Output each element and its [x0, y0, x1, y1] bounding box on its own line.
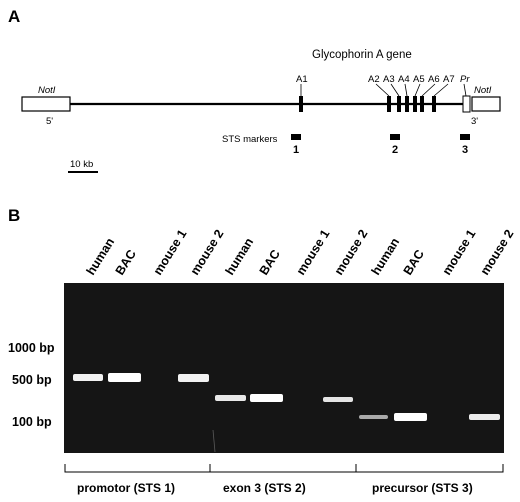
band-precursor-bac [394, 413, 427, 421]
lane-label-mouse1-2: mouse 1 [294, 227, 333, 277]
exon-a1 [299, 96, 303, 112]
group-label-promotor: promotor (STS 1) [77, 481, 175, 495]
right-vector-box [471, 96, 501, 112]
lane-label-human-3: human [369, 235, 403, 277]
left-vector-box [21, 96, 71, 112]
exon-a6-label: A6 [428, 74, 440, 85]
bracket-promotor [64, 464, 211, 473]
exon-a4-label: A4 [398, 74, 410, 85]
exon-a4 [405, 96, 409, 112]
sts-number-2: 2 [392, 144, 398, 156]
precursor-leader [463, 83, 467, 97]
band-promotor-human [73, 374, 103, 381]
three-prime-label: 3' [471, 116, 478, 127]
size-marker-1000bp: 1000 bp [8, 341, 55, 355]
lane-label-human-1: human [84, 235, 118, 277]
exon-a7 [432, 96, 436, 112]
lane-label-bac-2: BAC [257, 247, 283, 277]
band-exon3-bac [250, 394, 283, 402]
lane-label-mouse2-3: mouse 2 [478, 227, 517, 277]
five-prime-label: 5' [46, 116, 53, 127]
lane-label-human-2: human [223, 235, 257, 277]
lane-label-bac-3: BAC [401, 247, 427, 277]
exon-a6-leader [421, 83, 436, 97]
exon-a3-leader [390, 83, 400, 97]
sts-marker-2 [390, 134, 400, 140]
band-promotor-mouse2 [178, 374, 209, 382]
lane-label-bac-1: BAC [113, 247, 139, 277]
lane-label-mouse2-1: mouse 2 [188, 227, 227, 277]
bracket-precursor [355, 464, 504, 473]
group-label-precursor: precursor (STS 3) [372, 481, 473, 495]
exon-a3 [397, 96, 401, 112]
sts-marker-3 [460, 134, 470, 140]
band-exon3-human [215, 395, 246, 401]
sts-number-1: 1 [293, 144, 299, 156]
exon-a5 [413, 96, 417, 112]
scale-bar-label: 10 kb [70, 159, 93, 170]
bracket-exon3 [209, 464, 357, 473]
lane-label-mouse1-1: mouse 1 [151, 227, 190, 277]
group-label-exon3: exon 3 (STS 2) [223, 481, 306, 495]
exon-a1-label: A1 [296, 74, 308, 85]
gel-image [64, 283, 504, 453]
band-exon3-mouse2 [323, 397, 353, 402]
lane-label-mouse2-2: mouse 2 [332, 227, 371, 277]
band-promotor-bac [108, 373, 141, 382]
precursor-label: Pr [460, 74, 470, 85]
band-precursor-human [359, 415, 388, 419]
exon-a4-leader [404, 83, 408, 97]
exon-a5-label: A5 [413, 74, 425, 85]
exon-a2 [387, 96, 391, 112]
lane-label-mouse1-3: mouse 1 [440, 227, 479, 277]
exon-a6 [420, 96, 424, 112]
exon-a7-leader [433, 83, 449, 97]
sts-markers-label: STS markers [222, 134, 278, 145]
panel-b-letter: B [8, 206, 20, 225]
right-noti-label: NotI [474, 85, 492, 96]
exon-a2-label: A2 [368, 74, 380, 85]
sts-marker-1 [291, 134, 301, 140]
left-noti-label: NotI [38, 85, 56, 96]
exon-a2-leader [375, 83, 390, 97]
precursor-box [462, 95, 471, 113]
size-marker-500bp: 500 bp [12, 373, 52, 387]
gene-title: Glycophorin A gene [312, 49, 412, 61]
exon-a7-label: A7 [443, 74, 455, 85]
sts-number-3: 3 [462, 144, 468, 156]
band-precursor-mouse2 [469, 414, 500, 420]
exon-a3-label: A3 [383, 74, 395, 85]
gel-artifact [212, 429, 216, 453]
panel-a-letter: A [8, 7, 20, 26]
exon-a5-leader [414, 83, 421, 97]
size-marker-100bp: 100 bp [12, 415, 52, 429]
